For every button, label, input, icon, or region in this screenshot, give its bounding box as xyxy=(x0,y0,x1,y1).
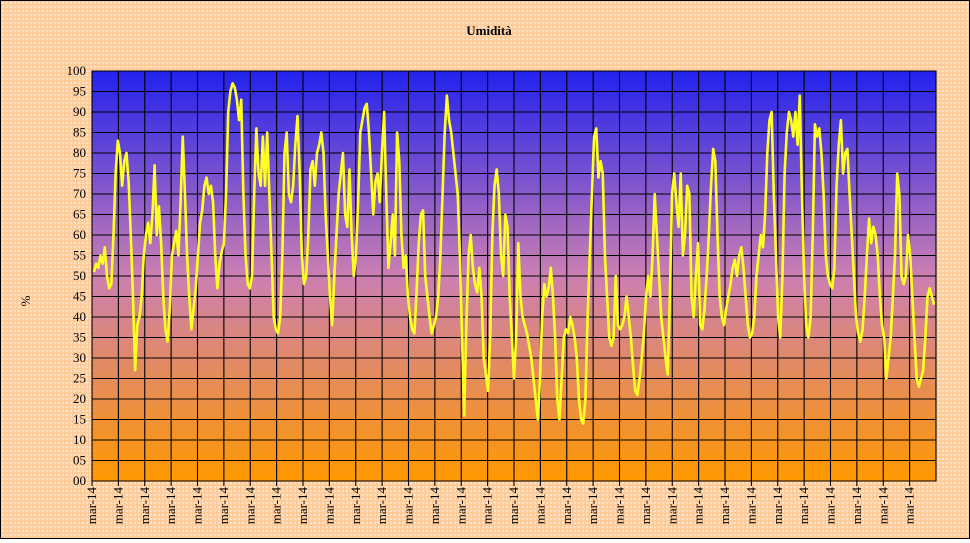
y-tick-label: 65 xyxy=(73,207,86,222)
y-tick-label: 00 xyxy=(73,473,86,488)
x-tick-label: mar-14 xyxy=(532,487,547,525)
x-tick-label: mar-14 xyxy=(506,487,521,525)
y-tick-label: 90 xyxy=(73,104,86,119)
y-tick-label: 35 xyxy=(73,330,86,345)
x-tick-label: mar-14 xyxy=(691,487,706,525)
x-tick-label: mar-14 xyxy=(321,487,336,525)
x-tick-label: mar-14 xyxy=(480,487,495,525)
x-tick-label: mar-14 xyxy=(190,487,205,525)
x-tick-label: mar-14 xyxy=(585,487,600,525)
x-tick-label: mar-14 xyxy=(137,487,152,525)
x-tick-label: mar-14 xyxy=(664,487,679,525)
y-tick-label: 75 xyxy=(73,166,86,181)
humidity-series-line xyxy=(92,82,936,425)
y-tick-label: 85 xyxy=(73,125,86,140)
x-axis-ticks: mar-14 mar-14 mar-14 mar-14 mar-14 mar-14 mar-… xyxy=(84,487,917,525)
x-tick-label: mar-14 xyxy=(401,487,416,525)
y-tick-label: 45 xyxy=(73,289,86,304)
x-tick-label: mar-14 xyxy=(348,487,363,525)
grid-lines xyxy=(91,70,937,486)
y-tick-label: 20 xyxy=(73,391,86,406)
x-tick-label: mar-14 xyxy=(269,487,284,525)
y-tick-label: 40 xyxy=(73,309,86,324)
x-tick-label: mar-14 xyxy=(849,487,864,525)
x-tick-label: mar-14 xyxy=(823,487,838,525)
y-tick-label: 50 xyxy=(73,268,86,283)
y-tick-label: 100 xyxy=(67,63,87,78)
y-tick-label: 60 xyxy=(73,227,86,242)
x-tick-label: mar-14 xyxy=(110,487,125,525)
x-tick-label: mar-14 xyxy=(743,487,758,525)
y-tick-label: 55 xyxy=(73,248,86,263)
x-tick-label: mar-14 xyxy=(453,487,468,525)
y-tick-label: 05 xyxy=(73,453,86,468)
y-tick-label: 15 xyxy=(73,412,86,427)
plot-border xyxy=(91,70,937,482)
y-tick-label: 10 xyxy=(73,432,86,447)
y-tick-label: 25 xyxy=(73,371,86,386)
x-tick-label: mar-14 xyxy=(717,487,732,525)
x-tick-label: mar-14 xyxy=(163,487,178,525)
x-tick-label: mar-14 xyxy=(875,487,890,525)
y-tick-label: 95 xyxy=(73,84,86,99)
x-tick-label: mar-14 xyxy=(796,487,811,525)
x-tick-label: mar-14 xyxy=(559,487,574,525)
x-tick-label: mar-14 xyxy=(216,487,231,525)
x-tick-label: mar-14 xyxy=(374,487,389,525)
x-tick-label: mar-14 xyxy=(612,487,627,525)
y-axis-ticks: 00 05 10 15 20 25 30 35 40 45 50 55 60 65 70 75 80 85 90 95… xyxy=(67,63,87,488)
x-tick-label: mar-14 xyxy=(770,487,785,525)
y-axis-label: % xyxy=(18,295,33,306)
x-tick-label: mar-14 xyxy=(638,487,653,525)
x-tick-label: mar-14 xyxy=(84,487,99,525)
y-tick-label: 30 xyxy=(73,350,86,365)
x-tick-label: mar-14 xyxy=(427,487,442,525)
x-tick-label: mar-14 xyxy=(295,487,310,525)
chart-title: Umidità xyxy=(466,23,512,38)
y-tick-label: 70 xyxy=(73,186,86,201)
x-tick-label: mar-14 xyxy=(242,487,257,525)
x-tick-label: mar-14 xyxy=(902,487,917,525)
y-tick-label: 80 xyxy=(73,145,86,160)
